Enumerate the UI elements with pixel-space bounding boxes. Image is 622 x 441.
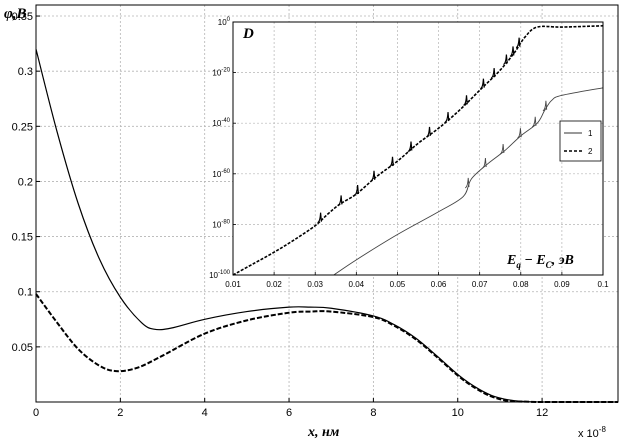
- inset-y-label: D: [242, 26, 254, 42]
- inset-y-tick-base: 10: [209, 271, 218, 280]
- inset-x-tick-label: 0.08: [513, 280, 529, 289]
- inset-x-label-mid: − E: [521, 253, 546, 268]
- inset-grid: [233, 22, 603, 275]
- inset-y-tick-label: 100: [218, 17, 231, 27]
- resonance-peak-1: [531, 116, 537, 128]
- resonance-peak-2: [370, 170, 376, 182]
- inset-x-tick-label: 0.06: [431, 280, 447, 289]
- main-x-tick-label: 10: [452, 407, 464, 419]
- resonance-peak-2: [407, 141, 413, 153]
- resonance-peak-2: [463, 95, 468, 106]
- main-x-tick-label: 2: [117, 407, 123, 419]
- inset-y-tick-exp: 0: [227, 17, 231, 23]
- inset-x-label-main: E: [506, 253, 516, 268]
- main-x-tick-label: 0: [33, 407, 39, 419]
- inset-y-tick-label: 10-80: [212, 219, 230, 229]
- inset-y-tick-exp: -40: [221, 118, 230, 124]
- inset-ticks: 0.01 0.02 0.03 0.04 0.05 0.06 0.07 0.08 0.09 0.1 1…: [209, 17, 609, 289]
- x-multiplier-base: x 10: [578, 428, 599, 440]
- main-y-label: φ,В: [4, 6, 27, 22]
- inset-series-line-2: [232, 25, 604, 276]
- resonance-peak-1: [542, 100, 548, 112]
- resonance-peak-2: [480, 78, 485, 90]
- inset-x-tick-label: 0.02: [266, 280, 282, 289]
- inset-y-tick-exp: -80: [221, 219, 230, 225]
- inset-y-tick-base: 10: [212, 220, 221, 229]
- inset-x-label-sub1: q: [516, 260, 521, 270]
- inset-x-tick-label: 0.07: [472, 280, 488, 289]
- main-x-tick-label: 6: [286, 407, 292, 419]
- resonance-peak-2: [354, 184, 359, 196]
- main-x-tick-label: 8: [370, 407, 376, 419]
- resonance-peak-2: [389, 156, 394, 168]
- inset-x-tick-label: 0.04: [349, 280, 365, 289]
- inset-legend: 1 2: [559, 120, 602, 162]
- inset-y-tick-exp: -60: [221, 169, 230, 175]
- x-multiplier-exp: -8: [599, 425, 607, 434]
- main-x-tick-label: 12: [536, 407, 548, 419]
- inset-background: [233, 22, 603, 275]
- inset-y-tick-label: 10-100: [209, 270, 231, 280]
- inset-chart: 0.01 0.02 0.03 0.04 0.05 0.06 0.07 0.08 0.09 0.1 1…: [209, 17, 609, 289]
- inset-x-tick-label: 0.05: [390, 280, 406, 289]
- inset-y-tick-label: 10-60: [212, 169, 230, 179]
- inset-y-tick-exp: -100: [218, 270, 231, 276]
- inset-y-tick-base: 10: [212, 170, 221, 179]
- main-x-label: x, нм: [307, 425, 340, 440]
- main-plot-frame: [35, 4, 619, 403]
- inset-x-label-unit: , эВ: [551, 253, 574, 268]
- inset-y-tick-label: 10-20: [212, 68, 230, 78]
- inset-series-line-1: [333, 87, 604, 276]
- main-y-tick-label: 0.2: [18, 176, 33, 188]
- inset-x-label-sub2: C: [546, 260, 553, 270]
- inset-y-tick-label: 10-40: [212, 118, 230, 128]
- main-y-tick-label: 0.15: [12, 232, 33, 244]
- main-x-tick-label: 4: [202, 407, 208, 419]
- inset-y-tick-base: 10: [212, 69, 221, 78]
- resonance-peak-2: [509, 46, 515, 57]
- main-curves: [35, 48, 618, 404]
- inset-x-tick-label: 0.1: [597, 280, 609, 289]
- main-x-multiplier: x 10-8: [578, 425, 606, 440]
- main-series-line-1: [35, 48, 618, 403]
- main-series-line-2: [35, 293, 618, 404]
- legend-label-1: 1: [588, 129, 593, 138]
- resonance-peak-1: [499, 143, 505, 155]
- legend-label-2: 2: [588, 147, 593, 156]
- legend-box: [559, 120, 602, 162]
- resonance-peak-2: [444, 112, 450, 123]
- inset-y-tick-base: 10: [218, 18, 227, 27]
- inset-plot-frame: [232, 21, 604, 276]
- main-y-tick-label: 0.3: [18, 66, 33, 78]
- inset-x-tick-label: 0.01: [225, 280, 241, 289]
- main-y-tick-label: 0.35: [12, 11, 33, 23]
- resonance-peak-1: [517, 128, 522, 139]
- inset-curves: [232, 25, 604, 276]
- inset-y-tick-base: 10: [212, 119, 221, 128]
- resonance-peak-2: [317, 212, 322, 224]
- inset-x-tick-label: 0.03: [307, 280, 323, 289]
- resonance-peak-2: [503, 54, 508, 66]
- resonance-peak-2: [337, 195, 343, 206]
- resonance-peak-2: [490, 68, 496, 79]
- main-y-tick-label: 0.25: [12, 121, 33, 133]
- resonance-peak-2: [426, 126, 431, 138]
- resonance-peak-2: [515, 37, 521, 49]
- resonance-peak-1: [482, 157, 487, 169]
- inset-y-tick-exp: -20: [221, 68, 230, 74]
- inset-x-tick-label: 0.09: [554, 280, 570, 289]
- main-ticks: 0 2 4 6 8 10 12 0.05 0.1 0.15 0.2 0.25 0.3 0.35: [12, 11, 549, 419]
- main-y-tick-label: 0.1: [18, 287, 33, 299]
- main-y-tick-label: 0.05: [12, 342, 33, 354]
- inset-x-label: Eq − EC, эВ: [506, 253, 574, 270]
- resonance-peak-1: [464, 177, 470, 189]
